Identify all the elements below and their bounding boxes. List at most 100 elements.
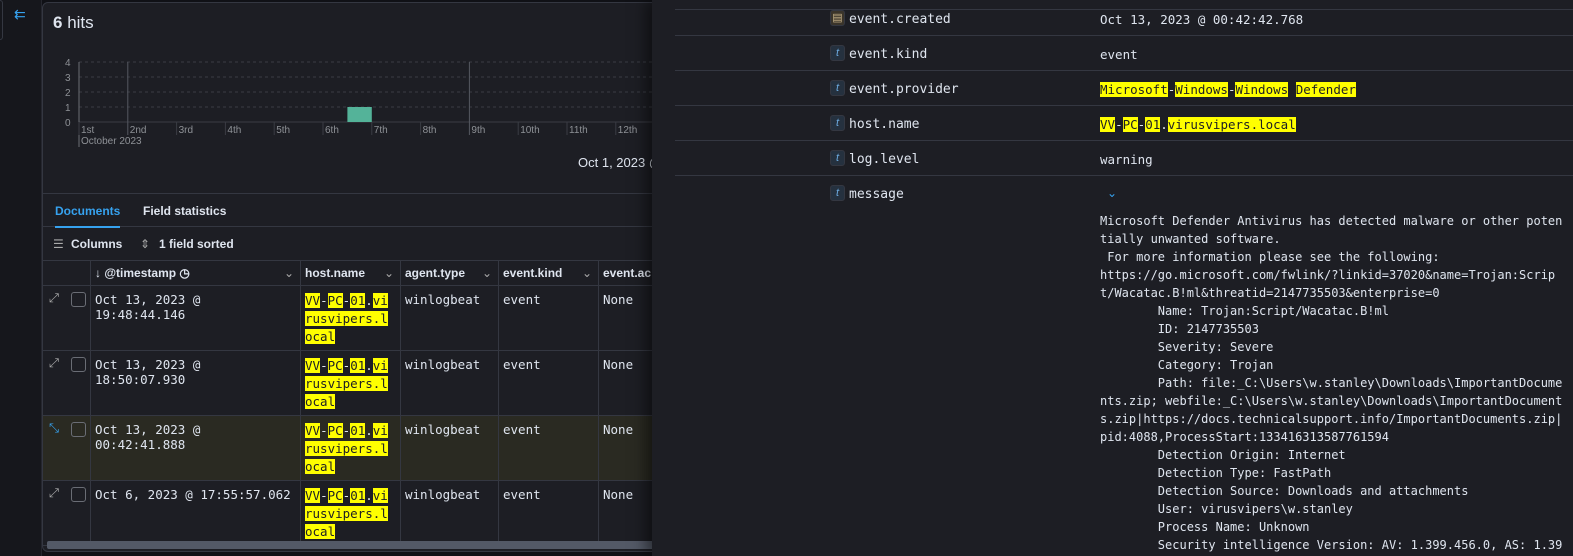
row-controls: ⤡ bbox=[43, 416, 91, 480]
field-row-event-created: ▤ event.created Oct 13, 2023 @ 00:42:42.… bbox=[675, 1, 1573, 36]
highlight-segment: - bbox=[1227, 82, 1236, 97]
cell-agent-type: winlogbeat bbox=[401, 286, 499, 350]
x-tick-label: 9th bbox=[471, 125, 485, 136]
y-tick-label: 0 bbox=[65, 118, 71, 129]
highlight-segment: Windows bbox=[1235, 82, 1289, 97]
text-type-icon: t bbox=[830, 45, 845, 61]
highlight-segment: PC bbox=[1122, 117, 1138, 132]
cell-host-name: VV-PC-01.virusvipers.local bbox=[301, 286, 401, 350]
tab-field-statistics[interactable]: Field statistics bbox=[143, 204, 227, 218]
host-name-value: VV-PC-01.virusvipers.local bbox=[305, 422, 391, 476]
cell-event-kind: event bbox=[499, 351, 599, 415]
y-tick-label: 1 bbox=[65, 103, 71, 114]
highlight-segment: - bbox=[320, 358, 328, 373]
row-checkbox[interactable] bbox=[71, 422, 86, 437]
expand-icon[interactable]: ⤢ bbox=[49, 356, 60, 370]
highlight-segment: - bbox=[342, 358, 351, 373]
x-tick-label: 6th bbox=[325, 125, 339, 136]
highlight-segment: VV bbox=[1100, 117, 1116, 132]
message-value: Microsoft Defender Antivirus has detecte… bbox=[1100, 214, 1563, 552]
highlight-segment: 01 bbox=[350, 358, 366, 373]
column-header-host-name[interactable]: host.name ⌄ bbox=[301, 261, 401, 285]
x-tick-label: 5th bbox=[276, 125, 290, 136]
cell-timestamp: Oct 6, 2023 @ 17:55:57.062 bbox=[91, 481, 301, 545]
highlight-segment bbox=[1288, 82, 1296, 97]
chevron-down-icon[interactable]: ⌄ bbox=[481, 266, 492, 280]
table-row[interactable]: ⤢ Oct 6, 2023 @ 17:55:57.062 VV-PC-01.vi… bbox=[43, 481, 681, 546]
chevron-down-icon[interactable]: ⌄ bbox=[283, 266, 294, 280]
hits-count: 6 hits bbox=[53, 13, 94, 33]
collapse-icon[interactable]: ⤡ bbox=[49, 421, 60, 435]
column-header-timestamp[interactable]: ↓ @timestamp ◷ ⌄ bbox=[91, 261, 301, 285]
table-row[interactable]: ⤢ Oct 13, 2023 @ 19:48:44.146 VV-PC-01.v… bbox=[43, 286, 681, 351]
collapse-left-icon[interactable]: ⇇ bbox=[14, 6, 26, 22]
grid-toolbar: ☰ Columns ⇕ 1 field sorted bbox=[43, 228, 681, 260]
highlight-segment: PC bbox=[327, 293, 343, 308]
highlight-segment: - bbox=[342, 488, 351, 503]
y-tick-label: 2 bbox=[65, 88, 71, 99]
text-type-icon: t bbox=[830, 115, 845, 131]
field-name: message bbox=[849, 187, 904, 202]
highlight-segment: 01 bbox=[350, 293, 366, 308]
x-tick-label: 4th bbox=[227, 125, 241, 136]
table-row[interactable]: ⤡ Oct 13, 2023 @ 00:42:41.888 VV-PC-01.v… bbox=[43, 416, 681, 481]
x-tick-label: 11th bbox=[569, 125, 588, 136]
row-checkbox[interactable] bbox=[71, 292, 86, 307]
table-row[interactable]: ⤢ Oct 13, 2023 @ 18:50:07.930 VV-PC-01.v… bbox=[43, 351, 681, 416]
chevron-down-icon[interactable]: ⌄ bbox=[383, 266, 394, 280]
field-name: event.kind bbox=[849, 47, 928, 62]
columns-button[interactable]: Columns bbox=[71, 237, 123, 251]
column-header-event-kind[interactable]: event.kind ⌄ bbox=[499, 261, 599, 285]
host-name-value: VV-PC-01.virusvipers.local bbox=[305, 357, 391, 411]
row-controls: ⤢ bbox=[43, 351, 91, 415]
chevron-down-icon[interactable]: ⌄ bbox=[581, 266, 592, 280]
field-name: host.name bbox=[849, 117, 920, 132]
sidebar-edge bbox=[0, 0, 3, 40]
highlight-segment: Windows bbox=[1175, 82, 1228, 97]
field-value: Oct 13, 2023 @ 00:42:42.768 bbox=[1100, 12, 1304, 27]
cell-event-kind: event bbox=[499, 286, 599, 350]
cell-agent-type: winlogbeat bbox=[401, 416, 499, 480]
x-tick-label: 7th bbox=[374, 125, 388, 136]
divider bbox=[675, 9, 1573, 10]
cell-timestamp: Oct 13, 2023 @ 00:42:41.888 bbox=[91, 416, 301, 480]
x-tick-label: 8th bbox=[423, 125, 437, 136]
horizontal-scrollbar[interactable] bbox=[47, 541, 679, 549]
histogram-chart[interactable]: 0 1 2 3 4 1st 2nd 3rd 4th 5th 6th 7th 8th 9th 10th 11th… bbox=[43, 43, 682, 153]
column-label: event.kind bbox=[503, 266, 563, 280]
tab-documents[interactable]: Documents bbox=[55, 204, 121, 228]
x-tick-label: 3rd bbox=[179, 125, 193, 136]
document-flyout: ▤ event.created Oct 13, 2023 @ 00:42:42.… bbox=[652, 0, 1573, 556]
column-header-agent-type[interactable]: agent.type ⌄ bbox=[401, 261, 499, 285]
x-tick-label: 12th bbox=[618, 125, 637, 136]
expand-icon[interactable]: ⤢ bbox=[49, 291, 60, 305]
highlight-segment: 01 bbox=[350, 488, 366, 503]
field-row-event-provider: t event.provider Microsoft-Windows-Windo… bbox=[675, 71, 1573, 106]
x-tick-label: 10th bbox=[520, 125, 539, 136]
tabs: Documents Field statistics bbox=[43, 193, 681, 228]
clock-icon: ◷ bbox=[179, 266, 190, 280]
cell-event-action: None bbox=[603, 422, 634, 437]
header-controls bbox=[43, 261, 91, 285]
highlight-segment: virusvipers.local bbox=[1167, 117, 1296, 132]
column-header-event-action[interactable]: event.ac bbox=[599, 261, 681, 285]
x-tick-label: 2nd bbox=[130, 125, 147, 136]
y-tick-label: 3 bbox=[65, 73, 71, 84]
highlight-segment: . bbox=[365, 358, 373, 373]
highlight-segment: PC bbox=[327, 423, 343, 438]
cell-event-kind: event bbox=[499, 416, 599, 480]
expand-icon[interactable]: ⤢ bbox=[49, 486, 60, 500]
highlight-segment: 01 bbox=[1145, 117, 1161, 132]
column-label: agent.type bbox=[405, 266, 466, 280]
highlight-segment: - bbox=[1115, 117, 1123, 132]
table-header: ↓ @timestamp ◷ ⌄ host.name ⌄ agent.type ⌄ e… bbox=[43, 260, 681, 286]
row-checkbox[interactable] bbox=[71, 487, 86, 502]
row-checkbox[interactable] bbox=[71, 357, 86, 372]
sort-button[interactable]: 1 field sorted bbox=[159, 237, 234, 251]
cell-timestamp: Oct 13, 2023 @ 18:50:07.930 bbox=[91, 351, 301, 415]
cell-event-action: None bbox=[603, 292, 634, 307]
expand-message-chevron-icon[interactable]: ⌄ bbox=[1107, 186, 1118, 200]
text-type-icon: t bbox=[830, 150, 845, 166]
host-name-value: VV-PC-01.virusvipers.local bbox=[305, 487, 391, 541]
field-row-event-kind: t event.kind event bbox=[675, 36, 1573, 71]
